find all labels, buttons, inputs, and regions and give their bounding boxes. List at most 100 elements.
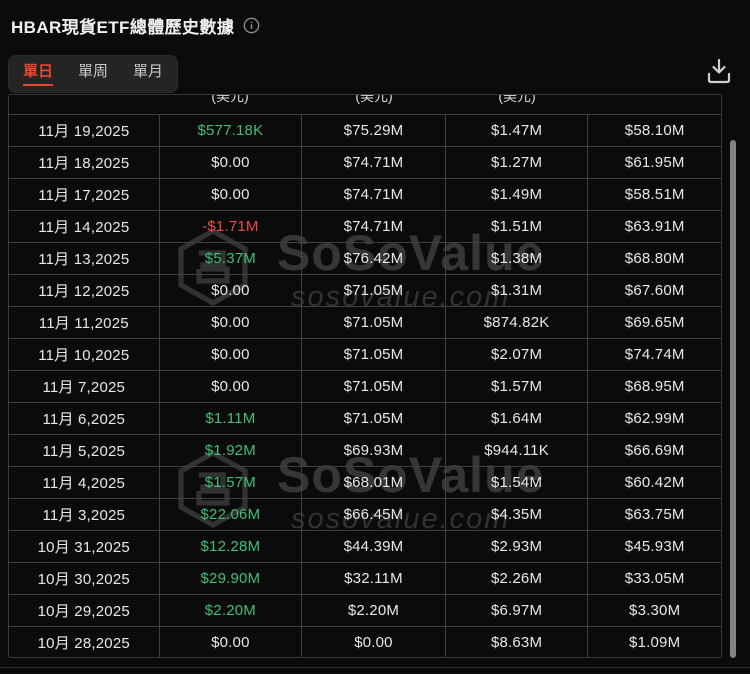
net-inflow-cell: -$1.71M — [158, 211, 302, 242]
date-cell: 10月 31,2025 — [37, 539, 130, 556]
value-cell: $75.29M — [301, 115, 445, 146]
value-cell: $44.39M — [301, 531, 445, 562]
table-row: 11月 19,2025 $577.18K $75.29M $1.47M $58.10M — [9, 115, 721, 147]
table-row: 11月 13,2025 $5.37M $76.42M $1.38M $68.80M — [9, 243, 721, 275]
net-inflow-cell: $1.11M — [158, 403, 302, 434]
date-cell: 11月 10,2025 — [38, 347, 130, 364]
value-cell: $8.63M — [444, 627, 588, 657]
net-inflow-cell: $1.92M — [158, 435, 302, 466]
date-cell: 11月 18,2025 — [38, 155, 130, 172]
date-cell: 11月 17,2025 — [38, 187, 130, 204]
value-cell: $71.05M — [301, 371, 445, 402]
date-cell: 11月 5,2025 — [42, 443, 126, 460]
table-row: 11月 10,2025 $0.00 $71.05M $2.07M $74.74M — [9, 339, 721, 371]
info-icon[interactable] — [243, 17, 260, 34]
date-cell: 11月 13,2025 — [38, 251, 130, 268]
tab-monthly[interactable]: 單月 — [132, 63, 163, 80]
value-cell: $61.95M — [587, 147, 721, 178]
value-cell: $74.71M — [301, 147, 445, 178]
value-cell: $2.26M — [444, 563, 588, 594]
value-cell: $1.31M — [444, 275, 588, 306]
value-cell: $33.05M — [587, 563, 721, 594]
value-cell: $874.82K — [444, 307, 588, 338]
table-row: 11月 3,2025 $22.06M $66.45M $4.35M $63.75M — [9, 499, 721, 531]
table-row: 11月 6,2025 $1.11M $71.05M $1.64M $62.99M — [9, 403, 721, 435]
net-inflow-cell: $0.00 — [158, 371, 302, 402]
value-cell: $2.93M — [444, 531, 588, 562]
tab-daily[interactable]: 單日 — [23, 62, 54, 86]
value-cell: $1.38M — [444, 243, 588, 274]
value-cell: $6.97M — [444, 595, 588, 626]
net-inflow-cell: $1.57M — [158, 467, 302, 498]
card-bottom-divider — [0, 667, 750, 668]
table-row: 10月 31,2025 $12.28M $44.39M $2.93M $45.93M — [9, 531, 721, 563]
net-inflow-cell: $12.28M — [158, 531, 302, 562]
value-cell: $2.07M — [444, 339, 588, 370]
info-icon-glyph — [243, 17, 260, 34]
period-tabbar: 單日 單周 單月 — [8, 55, 178, 93]
table-row: 11月 17,2025 $0.00 $74.71M $1.49M $58.51M — [9, 179, 721, 211]
value-cell: $76.42M — [301, 243, 445, 274]
net-inflow-cell: $0.00 — [158, 307, 302, 338]
value-cell: $1.57M — [444, 371, 588, 402]
date-cell: 11月 14,2025 — [38, 219, 130, 236]
etf-history-table: (美元) (美元) (美元) SoSoValue sosovalue.com S… — [8, 94, 722, 658]
tab-weekly[interactable]: 單周 — [77, 63, 108, 80]
page-header: HBAR現貨ETF總體歷史數據 — [11, 13, 260, 38]
value-cell: $71.05M — [301, 275, 445, 306]
value-cell: $68.01M — [301, 467, 445, 498]
value-cell: $68.80M — [587, 243, 721, 274]
table-row: 10月 29,2025 $2.20M $2.20M $6.97M $3.30M — [9, 595, 721, 627]
value-cell: $71.05M — [301, 403, 445, 434]
table-row: 11月 11,2025 $0.00 $71.05M $874.82K $69.65M — [9, 307, 721, 339]
value-cell: $1.64M — [444, 403, 588, 434]
table-body: 11月 19,2025 $577.18K $75.29M $1.47M $58.10M 1… — [9, 115, 721, 657]
value-cell: $0.00 — [301, 627, 445, 657]
date-cell: 11月 12,2025 — [38, 283, 130, 300]
net-inflow-cell: $5.37M — [158, 243, 302, 274]
value-cell: $63.91M — [587, 211, 721, 242]
value-cell: $62.99M — [587, 403, 721, 434]
value-cell: $74.71M — [301, 179, 445, 210]
value-cell: $66.45M — [301, 499, 445, 530]
date-cell: 10月 30,2025 — [37, 571, 130, 588]
value-cell: $71.05M — [301, 307, 445, 338]
value-cell: $67.60M — [587, 275, 721, 306]
value-cell: $69.93M — [301, 435, 445, 466]
net-inflow-cell: $0.00 — [158, 179, 302, 210]
table-row: 11月 12,2025 $0.00 $71.05M $1.31M $67.60M — [9, 275, 721, 307]
date-cell: 11月 3,2025 — [42, 507, 126, 524]
vertical-scrollbar[interactable] — [730, 140, 736, 658]
net-inflow-cell: $2.20M — [158, 595, 302, 626]
table-row: 11月 4,2025 $1.57M $68.01M $1.54M $60.42M — [9, 467, 721, 499]
net-inflow-cell: $22.06M — [158, 499, 302, 530]
value-cell: $63.75M — [587, 499, 721, 530]
download-button[interactable] — [705, 56, 733, 86]
value-cell: $66.69M — [587, 435, 721, 466]
net-inflow-cell: $0.00 — [158, 275, 302, 306]
table-row: 11月 5,2025 $1.92M $69.93M $944.11K $66.69M — [9, 435, 721, 467]
value-cell: $69.65M — [587, 307, 721, 338]
date-cell: 11月 19,2025 — [38, 123, 130, 140]
value-cell: $1.49M — [444, 179, 588, 210]
value-cell: $944.11K — [444, 435, 588, 466]
table-row: 11月 14,2025 -$1.71M $74.71M $1.51M $63.91M — [9, 211, 721, 243]
value-cell: $4.35M — [444, 499, 588, 530]
column-header-clipped: (美元) — [211, 95, 249, 104]
value-cell: $1.27M — [444, 147, 588, 178]
value-cell: $1.51M — [444, 211, 588, 242]
net-inflow-cell: $29.90M — [158, 563, 302, 594]
value-cell: $1.47M — [444, 115, 588, 146]
net-inflow-cell: $577.18K — [158, 115, 302, 146]
table-row: 11月 18,2025 $0.00 $74.71M $1.27M $61.95M — [9, 147, 721, 179]
date-cell: 11月 6,2025 — [42, 411, 126, 428]
value-cell: $68.95M — [587, 371, 721, 402]
table-row: 10月 28,2025 $0.00 $0.00 $8.63M $1.09M — [9, 627, 721, 657]
date-cell: 11月 4,2025 — [42, 475, 126, 492]
date-cell: 11月 7,2025 — [42, 379, 126, 396]
download-icon — [707, 58, 731, 84]
value-cell: $3.30M — [587, 595, 721, 626]
value-cell: $71.05M — [301, 339, 445, 370]
date-cell: 10月 29,2025 — [37, 603, 130, 620]
date-cell: 11月 11,2025 — [38, 315, 129, 332]
